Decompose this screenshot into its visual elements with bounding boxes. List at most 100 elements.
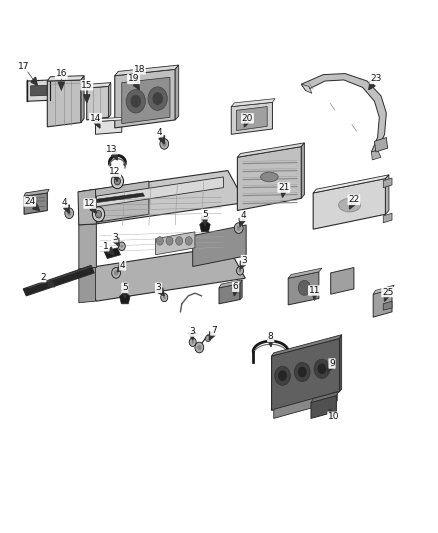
- Circle shape: [237, 266, 244, 275]
- Polygon shape: [383, 178, 392, 188]
- Polygon shape: [104, 248, 120, 259]
- Polygon shape: [233, 288, 238, 296]
- Polygon shape: [113, 173, 118, 181]
- Circle shape: [118, 242, 125, 251]
- Text: 4: 4: [240, 212, 246, 220]
- Text: 1: 1: [103, 242, 109, 251]
- Circle shape: [195, 342, 204, 353]
- Polygon shape: [79, 224, 96, 269]
- Polygon shape: [371, 150, 381, 160]
- Polygon shape: [209, 332, 215, 340]
- Polygon shape: [272, 335, 342, 356]
- Ellipse shape: [339, 198, 360, 212]
- Polygon shape: [113, 238, 119, 246]
- Circle shape: [126, 90, 145, 113]
- Circle shape: [294, 362, 310, 382]
- Text: 6: 6: [233, 282, 239, 291]
- Polygon shape: [350, 200, 355, 209]
- Text: 19: 19: [128, 75, 139, 83]
- Polygon shape: [47, 80, 81, 127]
- Circle shape: [191, 341, 194, 344]
- Circle shape: [111, 174, 124, 189]
- Polygon shape: [24, 189, 49, 196]
- Polygon shape: [134, 72, 139, 81]
- Circle shape: [234, 223, 243, 233]
- Polygon shape: [79, 246, 245, 301]
- Polygon shape: [219, 280, 242, 288]
- Polygon shape: [193, 225, 246, 266]
- Circle shape: [275, 366, 290, 385]
- Circle shape: [162, 141, 166, 147]
- Text: 3: 3: [155, 284, 162, 292]
- Polygon shape: [384, 293, 390, 301]
- Text: 3: 3: [241, 256, 247, 264]
- Text: 13: 13: [106, 145, 117, 154]
- Polygon shape: [115, 69, 175, 128]
- Polygon shape: [240, 261, 246, 269]
- Circle shape: [120, 245, 123, 248]
- Polygon shape: [112, 151, 117, 160]
- Polygon shape: [122, 77, 170, 124]
- Text: 12: 12: [84, 199, 95, 208]
- Circle shape: [65, 208, 74, 219]
- Circle shape: [278, 370, 287, 381]
- Polygon shape: [280, 189, 286, 197]
- Polygon shape: [244, 118, 250, 127]
- Polygon shape: [200, 220, 210, 232]
- Text: 18: 18: [134, 65, 145, 74]
- Polygon shape: [79, 171, 245, 224]
- Polygon shape: [87, 86, 109, 120]
- Polygon shape: [374, 138, 388, 152]
- Polygon shape: [175, 65, 179, 120]
- Polygon shape: [373, 285, 394, 294]
- Text: 4: 4: [120, 261, 125, 270]
- Polygon shape: [115, 65, 179, 76]
- Circle shape: [112, 268, 120, 278]
- Text: 5: 5: [202, 210, 208, 219]
- Circle shape: [160, 139, 169, 149]
- Text: 5: 5: [122, 284, 128, 292]
- Text: 11: 11: [309, 286, 320, 295]
- Text: 8: 8: [268, 333, 274, 341]
- Polygon shape: [84, 95, 90, 102]
- Circle shape: [152, 92, 163, 105]
- Polygon shape: [237, 107, 267, 131]
- Polygon shape: [301, 143, 304, 198]
- Polygon shape: [48, 279, 55, 287]
- Polygon shape: [288, 272, 319, 305]
- Polygon shape: [383, 213, 392, 223]
- Text: 21: 21: [278, 183, 290, 192]
- Polygon shape: [385, 175, 389, 214]
- Polygon shape: [189, 332, 195, 340]
- Polygon shape: [95, 193, 145, 203]
- Polygon shape: [120, 292, 130, 304]
- Polygon shape: [107, 247, 114, 255]
- Text: 3: 3: [112, 233, 118, 241]
- Polygon shape: [274, 392, 337, 418]
- Circle shape: [92, 207, 105, 222]
- Text: 2: 2: [40, 273, 46, 281]
- Polygon shape: [202, 217, 208, 225]
- Circle shape: [185, 237, 192, 245]
- Polygon shape: [272, 338, 339, 410]
- Polygon shape: [237, 147, 301, 211]
- Polygon shape: [328, 364, 333, 372]
- Circle shape: [189, 338, 196, 346]
- Text: 15: 15: [81, 81, 92, 90]
- Polygon shape: [79, 268, 95, 303]
- Polygon shape: [33, 203, 39, 211]
- Circle shape: [166, 237, 173, 245]
- Polygon shape: [27, 80, 50, 101]
- Polygon shape: [95, 117, 124, 122]
- Polygon shape: [79, 181, 149, 225]
- Circle shape: [156, 237, 163, 245]
- Polygon shape: [58, 82, 64, 90]
- Circle shape: [197, 345, 201, 350]
- Polygon shape: [311, 292, 318, 300]
- Polygon shape: [122, 290, 128, 297]
- Polygon shape: [31, 77, 37, 85]
- Text: 9: 9: [329, 359, 335, 368]
- Text: 12: 12: [109, 167, 120, 176]
- Circle shape: [114, 177, 120, 185]
- Text: 17: 17: [18, 62, 30, 71]
